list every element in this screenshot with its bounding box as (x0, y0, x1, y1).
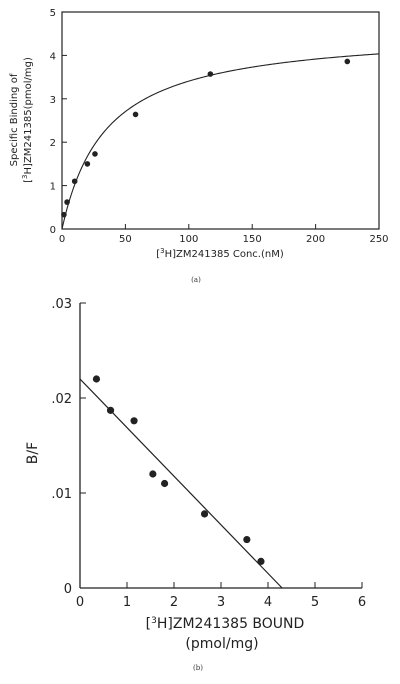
chart-a-point (92, 151, 98, 157)
chart-b-xlabel: [3H]ZM241385 BOUND (146, 616, 305, 632)
chart-b-fit-line (79, 378, 283, 589)
chart-b-x-tick-label: 3 (217, 595, 225, 610)
chart-b-y-tick-label: .02 (51, 392, 72, 407)
chart-a-x-tick-label: 200 (306, 234, 325, 245)
chart-a-x-tick-label: 100 (179, 234, 198, 245)
chart-b-x-tick-label: 1 (123, 595, 131, 610)
chart-b-point (257, 557, 265, 566)
chart-b-x-tick-label: 5 (311, 595, 319, 610)
chart-a-y-tick-label: 4 (50, 51, 56, 62)
chart-a-caption: (a) (191, 276, 201, 284)
chart-a-y-tick-label: 0 (50, 225, 56, 236)
chart-b-x-tick-label: 6 (358, 595, 366, 610)
chart-b-point (243, 535, 251, 544)
chart-a-point (64, 199, 70, 205)
chart-a-point (344, 58, 351, 65)
chart-a-y-tick-label: 5 (50, 8, 56, 19)
chart-b-x-tick-label: 0 (76, 595, 84, 610)
chart-b-y-tick-label: .03 (51, 297, 72, 312)
chart-b-point (149, 470, 157, 478)
chart-a-x-tick-label: 50 (119, 234, 132, 245)
chart-b-point (200, 510, 209, 518)
chart-b-point (106, 406, 115, 414)
chart-a-fit-curve (61, 53, 380, 230)
chart-a-point (71, 178, 78, 185)
chart-b-point (161, 479, 169, 488)
chart-a-frame (61, 11, 380, 230)
chart-b-xlabel-units: (pmol/mg) (185, 636, 258, 652)
chart-b-x-tick-label: 4 (264, 595, 272, 610)
chart-a-y-tick-label: 2 (50, 138, 56, 149)
chart-b-y-tick-label: 0 (64, 582, 72, 597)
chart-a-point (84, 161, 91, 167)
chart-b-point (92, 375, 101, 383)
chart-a-y-tick-label: 1 (50, 182, 56, 193)
chart-a-y-tick-label: 3 (50, 95, 56, 106)
chart-a-x-tick-label: 150 (243, 234, 262, 245)
chart-a: 0 50 100 150 200 250 0 1 2 3 4 5 Specific Binding … (9, 8, 389, 284)
chart-a-x-tick-label: 0 (59, 234, 65, 245)
chart-a-point (207, 71, 214, 77)
chart-b-caption: (b) (193, 664, 203, 672)
chart-a-ylabel-line1: Specific Binding of (9, 73, 20, 166)
chart-a-point (61, 211, 67, 218)
chart-a-ylabel-line2: [3H]ZM241385(pmol/mg) (21, 57, 34, 183)
chart-a-x-tick-label: 250 (369, 234, 388, 245)
chart-b: 0 1 2 3 4 5 6 0 .01 .02 .03 B/F [3H]ZM241385 BOUN… (25, 297, 366, 672)
chart-a-xlabel: [3H]ZM241385 Conc.(nM) (156, 247, 284, 260)
chart-b-y-tick-label: .01 (51, 487, 72, 502)
chart-b-x-tick-label: 2 (170, 595, 178, 610)
chart-a-point (132, 111, 139, 118)
chart-b-point (130, 417, 138, 425)
chart-b-ylabel: B/F (25, 442, 41, 464)
